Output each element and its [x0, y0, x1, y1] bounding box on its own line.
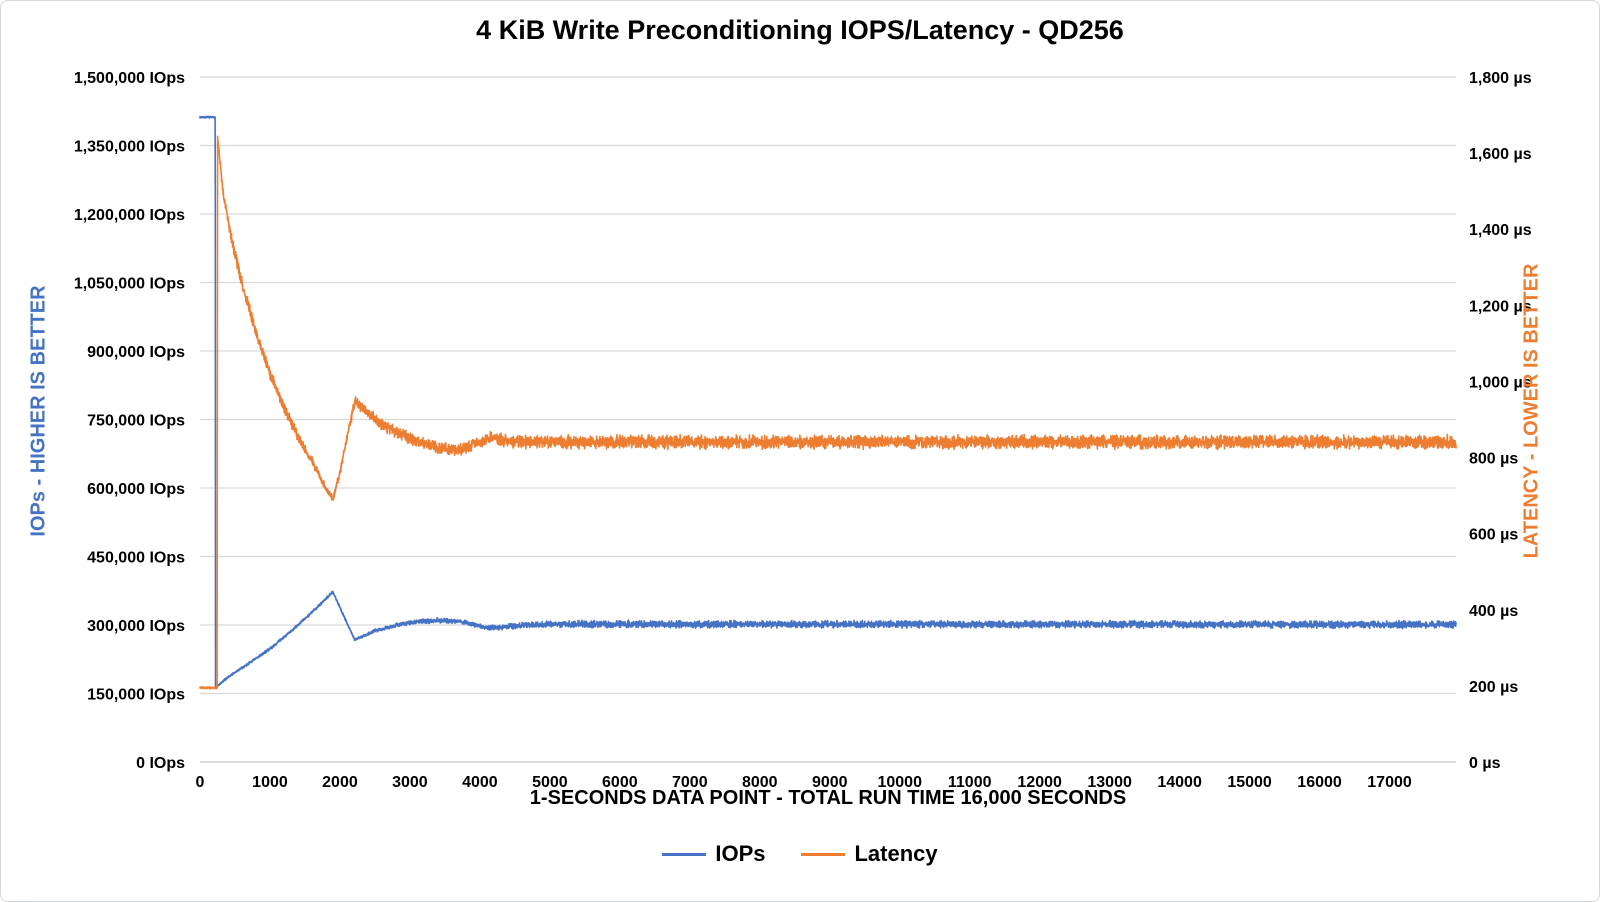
svg-text:1,000 µs: 1,000 µs: [1469, 374, 1532, 391]
svg-text:7000: 7000: [672, 774, 708, 791]
chart-title: 4 KiB Write Preconditioning IOPS/Latency…: [476, 15, 1124, 45]
svg-text:400 µs: 400 µs: [1469, 603, 1518, 620]
svg-text:1,500,000 IOps: 1,500,000 IOps: [74, 70, 185, 87]
svg-text:5000: 5000: [532, 774, 568, 791]
svg-text:1,200 µs: 1,200 µs: [1469, 298, 1532, 315]
series-line-latency: [199, 135, 1457, 690]
svg-text:15000: 15000: [1227, 774, 1272, 791]
svg-text:0: 0: [196, 774, 205, 791]
svg-text:14000: 14000: [1157, 774, 1202, 791]
svg-text:1,200,000 IOps: 1,200,000 IOps: [74, 207, 185, 224]
svg-text:16000: 16000: [1297, 774, 1342, 791]
x-axis-title: 1-SECONDS DATA POINT - TOTAL RUN TIME 16…: [529, 787, 1127, 809]
svg-text:12000: 12000: [1017, 774, 1062, 791]
svg-text:9000: 9000: [812, 774, 848, 791]
legend-item-iops: IOPs: [662, 841, 765, 867]
svg-text:200 µs: 200 µs: [1469, 679, 1518, 696]
svg-text:1,400 µs: 1,400 µs: [1469, 222, 1532, 239]
svg-text:1,600 µs: 1,600 µs: [1469, 146, 1532, 163]
svg-text:1,050,000 IOps: 1,050,000 IOps: [74, 276, 185, 293]
svg-text:750,000 IOps: 750,000 IOps: [87, 413, 185, 430]
legend-item-latency: Latency: [801, 841, 938, 867]
svg-text:800 µs: 800 µs: [1469, 451, 1518, 468]
x-tick-labels: 0 1000 2000 3000 4000 5000 6000 7000 8000 9000 100…: [196, 774, 1412, 791]
svg-text:10000: 10000: [877, 774, 922, 791]
gridlines: [200, 76, 1456, 763]
svg-text:4000: 4000: [462, 774, 498, 791]
svg-text:0 IOps: 0 IOps: [136, 755, 185, 772]
svg-text:3000: 3000: [392, 774, 428, 791]
svg-text:1,350,000 IOps: 1,350,000 IOps: [74, 139, 185, 156]
svg-text:600,000 IOps: 600,000 IOps: [87, 481, 185, 498]
series-line-iops: [199, 115, 1457, 690]
y-left-tick-labels: 0 IOps 150,000 IOps 300,000 IOps 450,000 IO…: [74, 70, 185, 772]
iops-line-swatch: [662, 852, 707, 856]
svg-text:11000: 11000: [948, 774, 992, 791]
svg-text:300,000 IOps: 300,000 IOps: [87, 618, 185, 635]
svg-text:2000: 2000: [322, 774, 358, 791]
svg-text:900,000 IOps: 900,000 IOps: [87, 344, 185, 361]
legend-label-latency: Latency: [854, 841, 938, 866]
svg-text:1,800 µs: 1,800 µs: [1469, 70, 1532, 87]
svg-text:13000: 13000: [1087, 774, 1132, 791]
svg-text:1000: 1000: [252, 774, 288, 791]
svg-text:17000: 17000: [1367, 774, 1412, 791]
svg-text:6000: 6000: [602, 774, 638, 791]
svg-text:600 µs: 600 µs: [1469, 527, 1518, 544]
svg-text:150,000 IOps: 150,000 IOps: [87, 687, 185, 704]
legend: IOPs Latency: [1, 841, 1599, 867]
y-axis-title-right: LATENCY - LOWER IS BETTER: [1520, 263, 1543, 559]
svg-text:8000: 8000: [742, 774, 778, 791]
svg-text:0 µs: 0 µs: [1469, 755, 1501, 772]
y-axis-title-left: IOPs - HIGHER IS BETTER: [27, 285, 50, 537]
y-right-tick-labels: 0 µs 200 µs 400 µs 600 µs 800 µs 1,000 µs 1,20…: [1469, 70, 1532, 772]
latency-line-swatch: [801, 852, 846, 856]
svg-text:450,000 IOps: 450,000 IOps: [87, 550, 185, 567]
legend-label-iops: IOPs: [715, 841, 766, 866]
